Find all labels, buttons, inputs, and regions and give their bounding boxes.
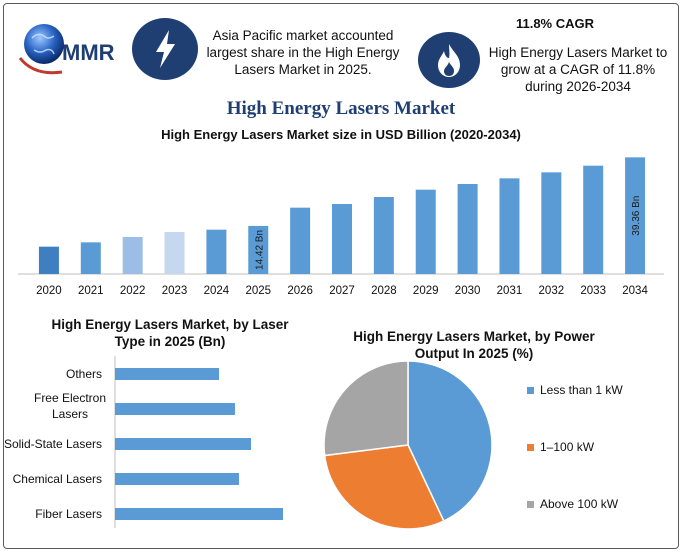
x-tick-2022: 2022 [120,285,146,297]
legend-label: Less than 1 kW [540,383,623,397]
data-label-2034: 39.36 Bn [631,196,642,236]
legend-label: Above 100 kW [540,497,619,511]
highlight-cagr: High Energy Lasers Market to grow at a C… [488,45,668,94]
bar-2030 [457,184,478,274]
x-tick-2024: 2024 [204,285,230,297]
pie-slice-2 [323,360,409,457]
x-tick-2026: 2026 [287,285,313,297]
legend-item-2: Above 100 kW [527,497,667,511]
bar-2023 [164,232,185,274]
x-tick-2027: 2027 [329,285,355,297]
laser-type-title: High Energy Lasers Market, by Laser Type… [51,317,289,349]
flame-icon [438,44,460,77]
bar-2026 [290,207,311,274]
bar-2024 [206,229,227,274]
legend-item-1: 1–100 kW [527,440,667,454]
x-tick-2023: 2023 [162,285,188,297]
hbar-label-fiber-lasers: Fiber Lasers [35,507,102,521]
bar-2022 [122,237,143,274]
legend-swatch [527,386,534,394]
x-tick-2020: 2020 [36,285,62,297]
bar-2027 [332,204,352,274]
hbar-free-electron-lasers [115,403,235,415]
legend-swatch [527,443,534,451]
flame-icon-badge [418,32,480,88]
x-tick-2031: 2031 [497,285,523,297]
x-tick-2025: 2025 [245,285,271,297]
legend-label: 1–100 kW [540,440,595,454]
hbar-label-chemical-lasers: Chemical Lasers [13,472,102,486]
power-output-title: High Energy Lasers Market, by Power Outp… [353,329,595,361]
market-size-bar-chart: 2020 2021 2022 2023 2024 2025 14.42 Bn 2026 2027… [18,157,664,297]
bar-2025 [248,225,269,274]
main-title: High Energy Lasers Market [226,98,456,119]
x-tick-2034: 2034 [622,285,648,297]
data-label-2025: 14.42 Bn [254,230,265,270]
bar-2021 [80,242,101,274]
cagr-title: 11.8% CAGR [515,16,595,31]
mmr-logo: MMR [18,24,115,75]
legend-item-0: Less than 1 kW [527,383,667,397]
hbar-solid-state-lasers [115,438,251,450]
pie-slice-0 [407,360,493,523]
bar-2033 [583,165,604,274]
hbar-fiber-lasers [115,508,283,520]
bar-2028 [373,197,394,274]
bar-2029 [415,189,436,274]
hbar-others [115,368,219,380]
lightning-icon [156,30,175,68]
power-output-pie-chart [323,360,493,530]
x-tick-2029: 2029 [413,285,439,297]
logo-text: MMR [62,40,115,65]
highlight-asia-pacific: Asia Pacific market accounted largest sh… [206,28,400,77]
x-tick-2028: 2028 [371,285,397,297]
hbar-label-solid-state-lasers: Solid-State Lasers [4,437,102,451]
x-tick-2021: 2021 [78,285,104,297]
x-tick-2030: 2030 [455,285,481,297]
laser-type-bar-chart: Others Free Electron Lasers Solid-State Las… [4,356,283,528]
bar-2031 [499,178,520,274]
hbar-label-free-electron-lasers: Free Electron Lasers [34,391,106,421]
hbar-label-others: Others [66,367,102,381]
legend-swatch [527,500,534,508]
bar-chart-title: High Energy Lasers Market size in USD Bi… [161,127,521,142]
x-tick-2033: 2033 [580,285,606,297]
globe-icon [24,24,64,64]
bar-2032 [541,172,562,274]
lightning-icon-badge [132,18,198,80]
pie-slice-1 [323,444,445,530]
bar-2034 [625,157,646,274]
bar-2020 [38,246,59,274]
x-tick-2032: 2032 [539,285,565,297]
hbar-chemical-lasers [115,473,239,485]
pie-legend: Less than 1 kW 1–100 kW Above 100 kW [527,383,667,552]
